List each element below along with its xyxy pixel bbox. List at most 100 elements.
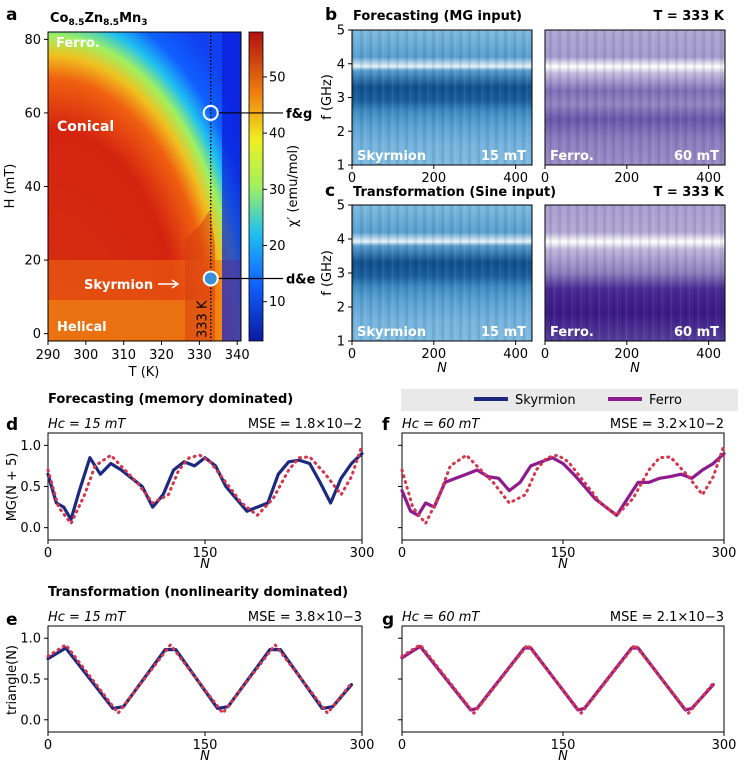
colorbar-ticks: 10 20 30 40 50 bbox=[263, 70, 286, 310]
panel-a-xtick-label-4: 330 bbox=[187, 348, 212, 363]
panel-c-left-xtick-label-1: 200 bbox=[421, 347, 446, 362]
panel-f-xlabel: N bbox=[558, 557, 568, 572]
panel-b-right-xtick-label-1: 200 bbox=[614, 171, 639, 186]
forecasting-section-title: Forecasting (memory dominated) bbox=[48, 392, 293, 407]
panel-a-xtick-label-2: 310 bbox=[111, 348, 136, 363]
panel-b-ferro-frame bbox=[544, 29, 726, 166]
panel-d-ylabel: MG(N + 5) bbox=[5, 453, 20, 522]
region-ferro: Ferro. bbox=[56, 36, 100, 51]
panel-e-series-skyrmion bbox=[46, 646, 354, 711]
panel-d-frame bbox=[47, 432, 363, 541]
panel-f-xtick-label-2: 300 bbox=[712, 546, 737, 561]
panel-c-ytick-label-4: 5 bbox=[337, 199, 345, 214]
panel-b-ytick-label-4: 5 bbox=[337, 24, 345, 39]
panel-d-xtick-label-0: 0 bbox=[44, 546, 52, 561]
panel-f-field: Hc = 60 mT bbox=[402, 417, 480, 432]
panel-a-ytick-label-0: 0 bbox=[33, 327, 41, 342]
panel-d-mse: MSE = 1.8×10−2 bbox=[248, 417, 362, 432]
panel-a-ytick-label-2: 40 bbox=[24, 180, 41, 195]
panel-d-xtick-label-1: 150 bbox=[193, 546, 218, 561]
panel-d-ytick-label-1: 0.5 bbox=[20, 480, 41, 495]
phase-diagram-heatmap bbox=[48, 32, 241, 341]
panel-d-ytick-label-2: 1.0 bbox=[20, 439, 41, 454]
panel-c-skyrmion-phase: Skyrmion bbox=[357, 325, 426, 340]
panel-c-ytick-label-2: 3 bbox=[337, 267, 345, 282]
panel-a-xlabel: T (K) bbox=[128, 365, 160, 380]
panel-letter-d: d bbox=[6, 415, 18, 435]
panel-f-xtick-label-0: 0 bbox=[398, 546, 406, 561]
region-skyrmion: Skyrmion bbox=[84, 278, 153, 293]
panel-e-ylabel: triangle(N) bbox=[5, 645, 20, 715]
panel-b-axes: 0 200 400 0 200 400 1 2 3 4 5 bbox=[337, 24, 721, 187]
panel-d-series-skyrmion bbox=[46, 452, 364, 522]
panel-g-xlabel: N bbox=[558, 749, 568, 764]
panel-c-skyrmion-texture bbox=[352, 205, 532, 341]
panel-b-skyrmion-field: 15 mT bbox=[481, 149, 526, 164]
panel-letter-c: c bbox=[325, 181, 335, 201]
panel-letter-a: a bbox=[6, 5, 17, 25]
panel-d: d Hc = 15 mT MSE = 1.8×10−2 MG(N + 5) N … bbox=[5, 415, 374, 572]
panel-c: c Transformation (Sine input) T = 333 K … bbox=[320, 181, 726, 376]
legend-skyrmion-label: Skyrmion bbox=[515, 393, 576, 408]
panel-e-ytick-label-2: 1.0 bbox=[20, 632, 41, 647]
panel-e-xtick-label-1: 150 bbox=[193, 738, 218, 753]
panel-d-field: Hc = 15 mT bbox=[48, 417, 126, 432]
panel-e-ytick-label-1: 0.5 bbox=[20, 673, 41, 688]
panel-d-ytick-label-0: 0.0 bbox=[20, 521, 41, 536]
panel-b-ferro-phase: Ferro. bbox=[550, 149, 594, 164]
panel-a-xtick-label-1: 300 bbox=[73, 348, 98, 363]
panel-g-series-ferro bbox=[400, 644, 715, 712]
panel-g-xtick-label-0: 0 bbox=[398, 738, 406, 753]
region-helical: Helical bbox=[57, 320, 107, 335]
panel-f-series-target bbox=[400, 443, 726, 525]
panel-d-xlabel: N bbox=[200, 557, 210, 572]
panel-b-ylabel: f (GHz) bbox=[320, 74, 335, 120]
panel-letter-f: f bbox=[382, 415, 390, 435]
panel-a-xtick-label-0: 290 bbox=[36, 348, 61, 363]
panel-letter-e: e bbox=[6, 610, 18, 630]
panel-c-right-xtick-label-0: 0 bbox=[541, 347, 549, 362]
panel-e-field: Hc = 15 mT bbox=[48, 610, 126, 625]
legend-ferro-label: Ferro bbox=[649, 393, 682, 408]
colorbar-tick-label-4: 50 bbox=[269, 70, 286, 85]
panel-letter-b: b bbox=[325, 5, 337, 25]
transformation-section-title: Transformation (nonlinearity dominated) bbox=[48, 585, 348, 600]
panel-a-title: Co8.5Zn8.5Mn3 bbox=[50, 11, 148, 28]
panel-letter-g: g bbox=[382, 610, 394, 630]
legend-background bbox=[401, 389, 738, 411]
panel-g-xtick-label-2: 300 bbox=[712, 738, 737, 753]
panel-e-ytick-label-0: 0.0 bbox=[20, 713, 41, 728]
panel-e-xlabel: N bbox=[200, 749, 210, 764]
panel-b-ytick-label-1: 2 bbox=[337, 125, 345, 140]
panel-c-ytick-label-0: 1 bbox=[337, 335, 345, 350]
panel-f-series-ferro bbox=[400, 452, 726, 517]
panel-c-ytick-label-1: 2 bbox=[337, 301, 345, 316]
panel-c-ylabel: f (GHz) bbox=[320, 250, 335, 296]
panel-c-axes: 0 200 400 0 200 400 1 2 3 4 5 bbox=[337, 199, 721, 363]
panel-c-xlabel-left: N bbox=[437, 361, 447, 376]
panel-e-frame bbox=[47, 625, 363, 733]
panel-e: e Hc = 15 mT MSE = 3.8×10−3 triangle(N) … bbox=[5, 610, 374, 764]
panel-a-axes: 290 300 310 320 330 340 0 20 40 60 80 bbox=[24, 33, 249, 363]
panel-a-xtick-label-5: 340 bbox=[225, 348, 250, 363]
panel-g-mse: MSE = 2.1×10−3 bbox=[610, 610, 724, 625]
panel-c-skyrmion-field: 15 mT bbox=[481, 325, 526, 340]
panel-c-left-xtick-label-2: 400 bbox=[503, 347, 528, 362]
panel-e-xtick-label-0: 0 bbox=[44, 738, 52, 753]
panel-c-right-xtick-label-1: 200 bbox=[614, 347, 639, 362]
colorbar-tick-label-2: 30 bbox=[269, 183, 286, 198]
panel-b-temperature: T = 333 K bbox=[653, 9, 724, 24]
panel-b: b Forecasting (MG input) T = 333 K Skyrm… bbox=[320, 5, 726, 187]
panel-a-ylabel: H (mT) bbox=[3, 164, 18, 209]
point-de-marker bbox=[202, 270, 219, 287]
panel-g-series-target bbox=[400, 643, 715, 715]
panel-g-field: Hc = 60 mT bbox=[402, 610, 480, 625]
panel-a-ytick-label-1: 20 bbox=[24, 254, 41, 269]
panel-b-ytick-label-0: 1 bbox=[337, 159, 345, 174]
skyrmion-arrow bbox=[158, 279, 180, 289]
panel-f-frame bbox=[401, 432, 725, 541]
panel-a-ytick-label-4: 80 bbox=[24, 33, 41, 48]
panel-b-skyrmion-texture bbox=[352, 30, 532, 165]
panel-c-xlabel-right: N bbox=[630, 361, 640, 376]
